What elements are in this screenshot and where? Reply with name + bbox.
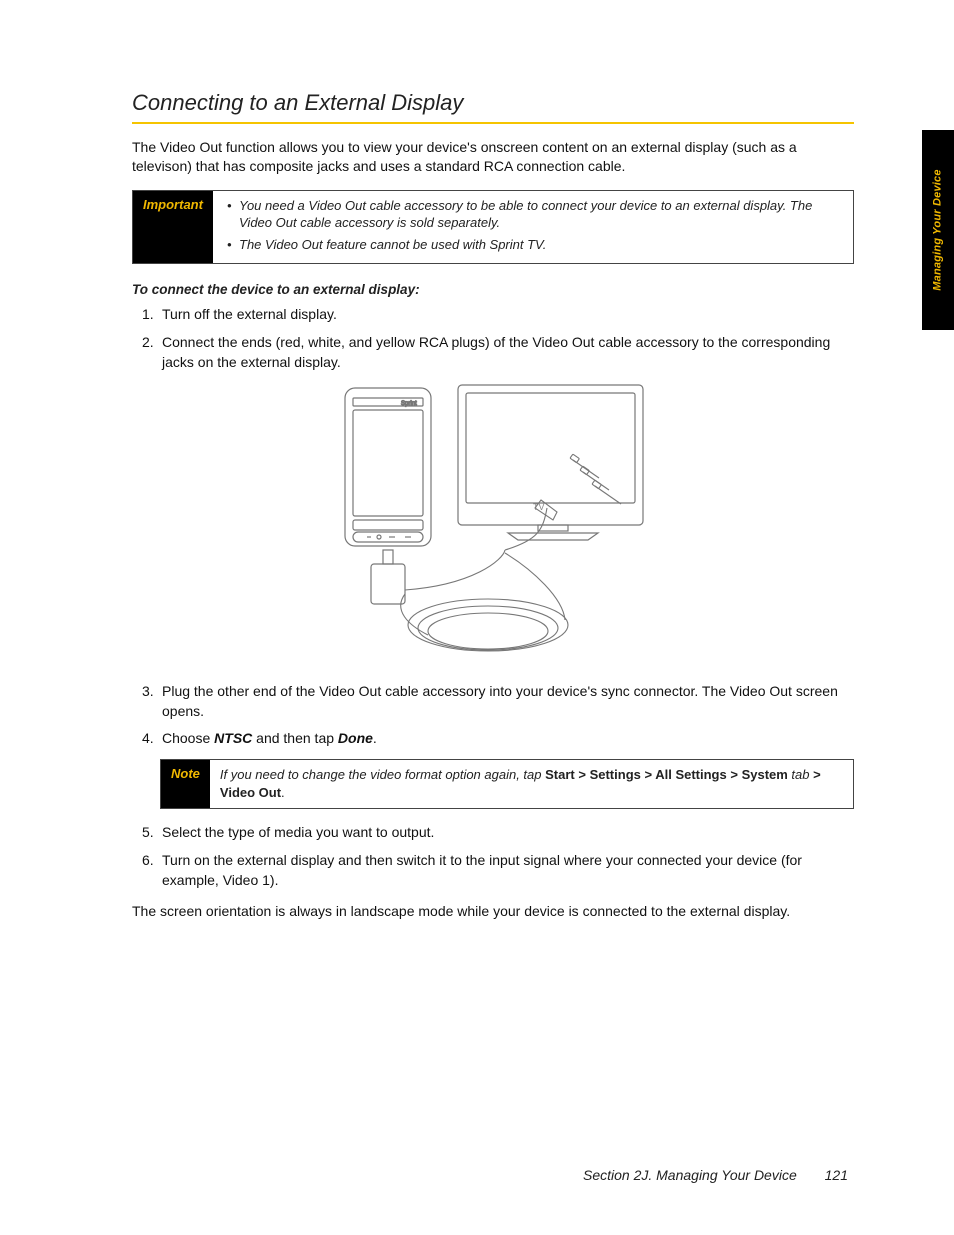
procedure-heading: To connect the device to an external dis… xyxy=(132,282,854,297)
important-label: Important xyxy=(133,191,213,264)
nav-all-settings: All Settings xyxy=(655,767,727,782)
intro-paragraph: The Video Out function allows you to vie… xyxy=(132,138,854,176)
note-label: Note xyxy=(161,760,210,808)
step-4: Choose NTSC and then tap Done. xyxy=(142,729,854,749)
step-5: Select the type of media you want to out… xyxy=(142,823,854,843)
closing-paragraph: The screen orientation is always in land… xyxy=(132,902,854,921)
step-4-text: . xyxy=(373,730,377,746)
step-1: Turn off the external display. xyxy=(142,305,854,325)
page-footer: Section 2J. Managing Your Device 121 xyxy=(583,1167,848,1183)
phone-brand-label: Sprint xyxy=(401,401,417,407)
note-callout: Note If you need to change the video for… xyxy=(160,759,854,809)
step-6: Turn on the external display and then sw… xyxy=(142,851,854,890)
nav-start: Start xyxy=(545,767,575,782)
page-title: Connecting to an External Display xyxy=(132,90,854,116)
nav-video-out: Video Out xyxy=(220,785,281,800)
steps-list-cont2: Select the type of media you want to out… xyxy=(132,823,854,890)
page-content: Connecting to an External Display The Vi… xyxy=(0,0,954,975)
section-tab: Managing Your Device xyxy=(922,130,954,330)
step-4-ntsc: NTSC xyxy=(214,730,252,746)
page-number: 121 xyxy=(825,1167,848,1183)
important-body: You need a Video Out cable accessory to … xyxy=(213,191,853,264)
section-tab-label: Managing Your Device xyxy=(932,169,944,290)
step-4-text: and then tap xyxy=(252,730,338,746)
step-2: Connect the ends (red, white, and yellow… xyxy=(142,333,854,372)
important-item: The Video Out feature cannot be used wit… xyxy=(227,236,843,254)
steps-list-cont: Plug the other end of the Video Out cabl… xyxy=(132,682,854,749)
title-rule xyxy=(132,122,854,124)
steps-list: Turn off the external display. Connect t… xyxy=(132,305,854,372)
note-body: If you need to change the video format o… xyxy=(210,760,853,808)
step-4-done: Done xyxy=(338,730,373,746)
nav-system: System xyxy=(742,767,788,782)
step-4-text: Choose xyxy=(162,730,214,746)
important-item: You need a Video Out cable accessory to … xyxy=(227,197,843,232)
nav-settings: Settings xyxy=(590,767,641,782)
footer-section: Section 2J. Managing Your Device xyxy=(583,1167,797,1183)
important-callout: Important You need a Video Out cable acc… xyxy=(132,190,854,265)
connection-diagram: TV Sprint xyxy=(333,380,653,670)
step-3: Plug the other end of the Video Out cabl… xyxy=(142,682,854,721)
